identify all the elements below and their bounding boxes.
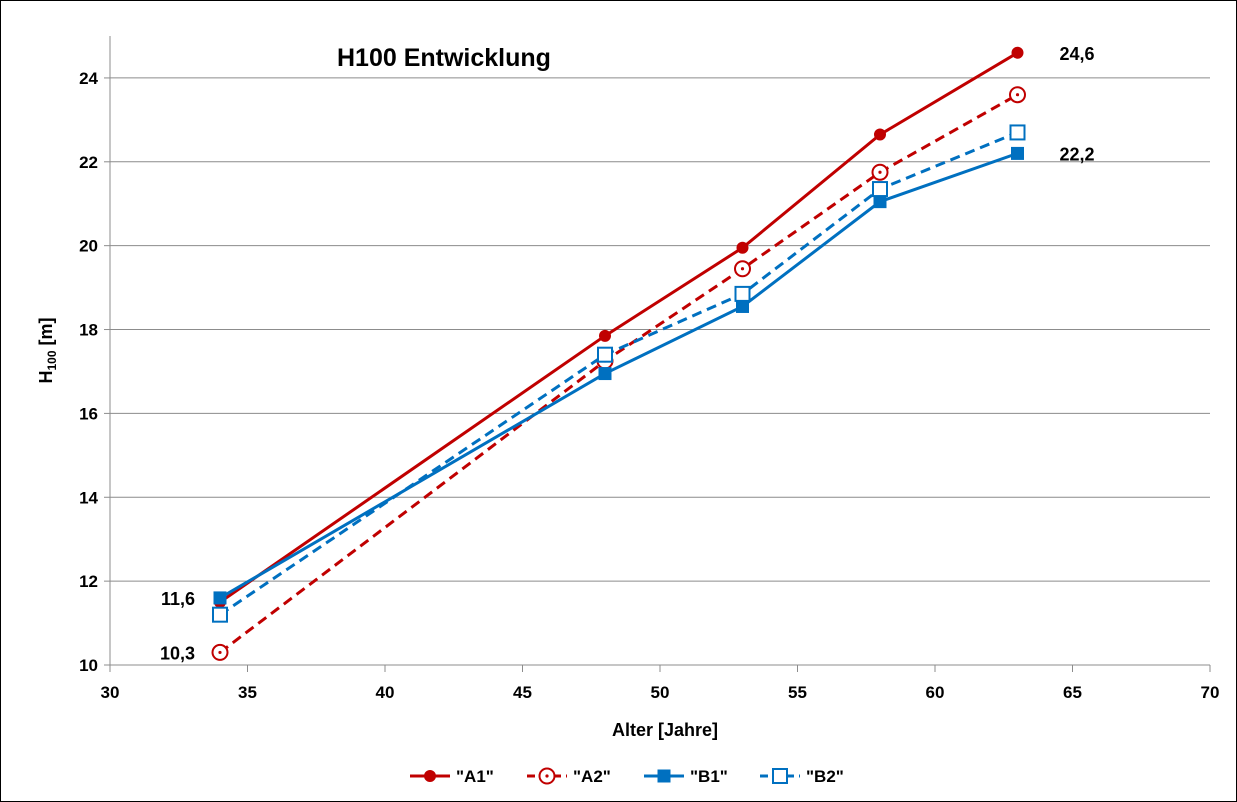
data-label-2: 11,6 [161, 589, 195, 609]
data-point-3-2 [734, 285, 751, 302]
legend-label-2: "B1" [690, 767, 728, 786]
y-tick-label-12: 12 [79, 572, 98, 591]
data-point-1-0-dot [218, 650, 222, 655]
axes: 10 12 14 16 18 20 22 24 30 35 40 45 50 55 60 65 70 [79, 36, 1219, 702]
series-line-1 [219, 93, 1019, 654]
legend-label-0: "A1" [456, 767, 494, 786]
data-point-1-4 [1009, 86, 1026, 104]
x-tick-label-45: 45 [513, 683, 532, 702]
series-line-3 [219, 131, 1019, 616]
y-axis-label-subscript: 100 [45, 350, 59, 370]
series-line-0 [219, 51, 1019, 604]
x-axis-label: Alter [Jahre] [612, 720, 718, 740]
legend-marker-1 [538, 767, 556, 785]
legend-label-1: "A2" [573, 767, 611, 786]
data-point-1-3-dot [878, 170, 882, 174]
data-point-1-2 [734, 260, 751, 278]
data-point-3-4 [1009, 124, 1026, 141]
legend-label-3: "B2" [806, 767, 844, 786]
data-point-2-1 [598, 367, 612, 381]
gridlines [110, 77, 1210, 582]
series-line-2 [219, 151, 1018, 600]
data-point-3-1 [597, 346, 613, 363]
y-tick-label-16: 16 [79, 404, 98, 423]
x-tick-label-65: 65 [1063, 683, 1082, 702]
series-3 [212, 124, 1026, 623]
x-tick-label-35: 35 [238, 683, 257, 702]
chart-title: H100 Entwicklung [337, 44, 551, 72]
annotations: 24,6 22,2 11,6 10,3 [160, 44, 1095, 664]
series-1 [211, 86, 1026, 661]
y-axis-label-main: H [36, 371, 56, 384]
data-point-1-0 [211, 643, 229, 661]
legend: "A1" "A2" "B1" "B2" [410, 767, 844, 786]
x-tick-label-30: 30 [101, 683, 120, 702]
data-point-0-3 [874, 128, 886, 141]
y-tick-label-20: 20 [79, 237, 98, 256]
y-tick-label-18: 18 [79, 321, 98, 340]
data-point-0-2 [736, 241, 749, 254]
legend-item-2: "B1" [644, 767, 728, 786]
data-point-2-3 [873, 195, 887, 209]
data-point-0-1 [599, 329, 611, 342]
y-tick-label-22: 22 [79, 153, 98, 172]
x-tick-label-50: 50 [651, 683, 670, 702]
data-point-3-3 [872, 181, 888, 198]
data-point-2-0 [213, 591, 227, 605]
data-label-1: 22,2 [1060, 144, 1095, 164]
data-point-1-2-dot [740, 267, 745, 271]
x-tick-label-55: 55 [788, 683, 807, 702]
series-0 [214, 46, 1024, 609]
data-point-1-3 [871, 163, 889, 181]
y-tick-label-10: 10 [79, 656, 98, 675]
y-axis-label-unit: [m] [36, 317, 56, 350]
series-2 [213, 146, 1024, 605]
data-point-3-0 [212, 606, 228, 623]
legend-item-0: "A1" [410, 767, 494, 786]
series-layer [211, 46, 1026, 661]
data-point-0-4 [1011, 46, 1024, 59]
x-tick-label-60: 60 [926, 683, 945, 702]
legend-marker-1-dot [545, 774, 549, 778]
data-point-2-2 [736, 299, 749, 313]
x-tick-label-70: 70 [1201, 683, 1220, 702]
legend-marker-0 [424, 770, 436, 782]
y-axis-label: H100 [m] [36, 317, 59, 383]
legend-item-3: "B2" [760, 767, 844, 786]
data-label-0: 24,6 [1060, 44, 1095, 64]
data-point-2-4 [1011, 146, 1024, 160]
legend-item-1: "A2" [527, 767, 611, 786]
x-tick-label-40: 40 [376, 683, 395, 702]
legend-marker-2 [657, 769, 671, 783]
y-tick-label-24: 24 [79, 69, 98, 88]
legend-marker-3 [772, 768, 788, 784]
y-tick-label-14: 14 [79, 488, 98, 507]
data-point-1-4-dot [1015, 93, 1020, 97]
data-label-3: 10,3 [160, 643, 195, 663]
